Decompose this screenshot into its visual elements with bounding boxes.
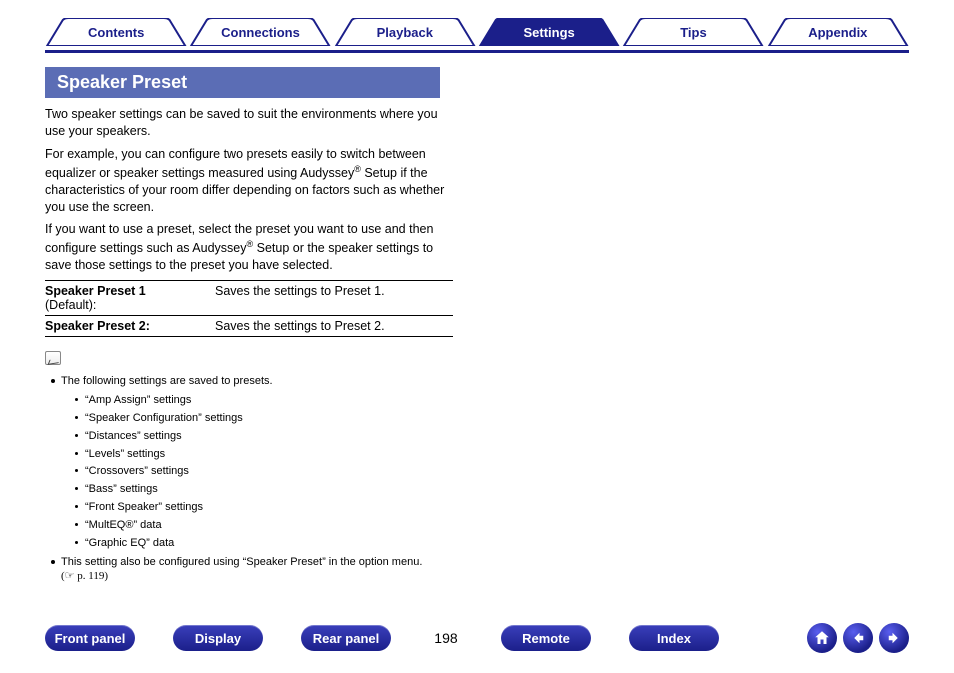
remote-button[interactable]: Remote — [501, 625, 591, 651]
section-title-bar: Speaker Preset — [45, 67, 440, 98]
tab-label: Playback — [377, 25, 433, 40]
top-tabs: Contents Connections Playback Settings Tips A… — [45, 18, 909, 46]
notes-list: The following settings are saved to pres… — [45, 374, 460, 584]
intro-paragraph-3: If you want to use a preset, select the … — [45, 221, 460, 274]
arrow-right-icon[interactable] — [879, 623, 909, 653]
notes-sublist: “Amp Assign” settings “Speaker Configurat… — [61, 393, 460, 551]
list-item: “Speaker Configuration” settings — [75, 411, 460, 426]
note-icon — [45, 351, 61, 365]
tab-contents[interactable]: Contents — [45, 18, 187, 46]
page-number: 198 — [429, 630, 463, 646]
list-item: The following settings are saved to pres… — [51, 374, 460, 550]
tab-label: Tips — [680, 25, 707, 40]
preset-desc: Saves the settings to Preset 2. — [215, 316, 453, 337]
tab-label: Connections — [221, 25, 300, 40]
notes-intro: The following settings are saved to pres… — [61, 375, 273, 387]
tab-connections[interactable]: Connections — [189, 18, 331, 46]
footer-nav: Front panel Display Rear panel 198 Remote Ind… — [45, 623, 909, 653]
nav-icon-group — [807, 623, 909, 653]
tab-playback[interactable]: Playback — [334, 18, 476, 46]
list-item: This setting also be configured using “S… — [51, 555, 460, 585]
list-item: “Bass” settings — [75, 482, 460, 497]
display-button[interactable]: Display — [173, 625, 263, 651]
index-button[interactable]: Index — [629, 625, 719, 651]
front-panel-button[interactable]: Front panel — [45, 625, 135, 651]
list-item: “Front Speaker” settings — [75, 500, 460, 515]
page-reference: (☞ p. 119) — [61, 570, 108, 582]
table-row: Speaker Preset 1 (Default): Saves the se… — [45, 281, 453, 316]
preset-suffix: (Default): — [45, 298, 96, 312]
tab-label: Contents — [88, 25, 144, 40]
tab-label: Settings — [524, 25, 575, 40]
notes-footer-text: This setting also be configured using “S… — [61, 556, 422, 568]
tab-tips[interactable]: Tips — [622, 18, 764, 46]
registered-mark: ® — [354, 164, 361, 174]
arrow-left-icon[interactable] — [843, 623, 873, 653]
list-item: “Graphic EQ” data — [75, 536, 460, 551]
tab-settings[interactable]: Settings — [478, 18, 620, 46]
home-icon[interactable] — [807, 623, 837, 653]
preset-desc: Saves the settings to Preset 1. — [215, 281, 453, 316]
rear-panel-button[interactable]: Rear panel — [301, 625, 391, 651]
preset-table: Speaker Preset 1 (Default): Saves the se… — [45, 280, 453, 337]
table-row: Speaker Preset 2: Saves the settings to … — [45, 316, 453, 337]
list-item: “Crossovers” settings — [75, 464, 460, 479]
tab-appendix[interactable]: Appendix — [767, 18, 909, 46]
tab-label: Appendix — [808, 25, 867, 40]
preset-name: Speaker Preset 1 — [45, 284, 146, 298]
list-item: “Amp Assign” settings — [75, 393, 460, 408]
list-item: “Levels” settings — [75, 447, 460, 462]
tabs-underline — [45, 50, 909, 53]
list-item: “MultEQ®” data — [75, 518, 460, 533]
intro-paragraph-1: Two speaker settings can be saved to sui… — [45, 106, 460, 140]
preset-name: Speaker Preset 2: — [45, 316, 215, 337]
intro-paragraph-2: For example, you can configure two prese… — [45, 146, 460, 216]
list-item: “Distances” settings — [75, 429, 460, 444]
